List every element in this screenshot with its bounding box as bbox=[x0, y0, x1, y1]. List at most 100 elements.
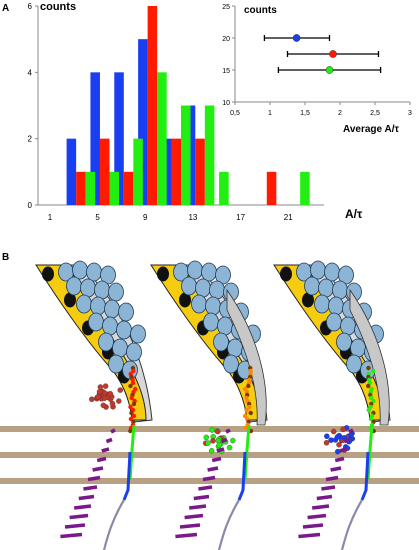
histogram-bar-green bbox=[157, 72, 167, 205]
inset-y-title: counts bbox=[244, 5, 277, 16]
histogram-bar-red bbox=[99, 138, 110, 205]
striped-wedge-band bbox=[325, 475, 339, 482]
synaptic-vesicle bbox=[98, 332, 114, 352]
cell-schematic-2 bbox=[150, 260, 268, 550]
release-site-dot bbox=[128, 383, 133, 389]
released-vesicle-dot bbox=[226, 444, 233, 451]
striped-wedge-band bbox=[73, 504, 92, 510]
release-site-dot bbox=[368, 416, 374, 422]
released-vesicle-dot bbox=[107, 391, 114, 397]
striped-wedge-band bbox=[69, 513, 89, 520]
synaptic-vesicle bbox=[346, 354, 362, 374]
release-site-dot bbox=[128, 428, 133, 434]
striped-wedge-band bbox=[225, 428, 231, 434]
released-vesicle-dot bbox=[215, 428, 221, 435]
release-site-dot bbox=[244, 407, 249, 413]
cell-schematic-1 bbox=[35, 260, 153, 550]
released-vesicle-dot bbox=[102, 390, 108, 396]
synaptic-vesicle bbox=[227, 338, 243, 358]
released-vesicle-dot bbox=[101, 395, 108, 401]
synaptic-vesicle bbox=[328, 296, 344, 316]
terminal-segment-blue bbox=[360, 451, 370, 501]
inset-point-green bbox=[325, 66, 334, 74]
release-site-dot bbox=[371, 398, 376, 404]
sheath-bulge bbox=[349, 288, 390, 426]
cell-schematic-3 bbox=[273, 260, 391, 550]
synaptic-vesicle bbox=[314, 294, 330, 314]
histogram-bar-red bbox=[76, 171, 86, 205]
synaptic-vesicle bbox=[209, 280, 225, 300]
inset-y-tick-label: 15 bbox=[222, 68, 230, 75]
histogram-y-tick-label: 2 bbox=[28, 135, 33, 144]
membrane-band bbox=[0, 478, 419, 484]
released-vesicle-dot bbox=[102, 383, 109, 389]
striped-wedge-band bbox=[87, 475, 101, 482]
striped-wedge-band bbox=[220, 437, 228, 444]
histogram-y-title: counts bbox=[40, 1, 76, 13]
membrane-bands bbox=[0, 426, 419, 484]
histogram-x-title: A/τ bbox=[345, 207, 363, 221]
release-site-dot bbox=[128, 404, 133, 410]
synaptic-vesicle bbox=[66, 276, 82, 296]
striped-wedge-band bbox=[339, 447, 348, 453]
synaptic-vesicle bbox=[126, 342, 142, 362]
histogram-bars bbox=[66, 6, 310, 205]
release-site-dot bbox=[366, 365, 371, 371]
nucleus bbox=[179, 292, 191, 308]
released-vesicle-dot bbox=[205, 440, 211, 446]
synaptic-vesicle bbox=[80, 278, 96, 298]
release-site-dot bbox=[246, 383, 251, 389]
terminal-segment-green bbox=[128, 424, 136, 481]
released-vesicle-dot bbox=[209, 427, 215, 433]
release-site-dot bbox=[248, 410, 253, 416]
histogram-bar-blue bbox=[90, 72, 100, 205]
released-vesicle-dot bbox=[230, 437, 236, 444]
released-vesicle-dot bbox=[334, 434, 341, 440]
terminal-segment-blue bbox=[237, 451, 247, 501]
released-vesicle-dot bbox=[340, 426, 346, 433]
synaptic-vesicle bbox=[340, 316, 356, 336]
released-vesicle-dot bbox=[109, 400, 116, 407]
synaptic-vesicle bbox=[205, 296, 221, 316]
release-site-dot bbox=[371, 368, 376, 374]
striped-wedge-band bbox=[311, 504, 330, 510]
panel-a-label: A bbox=[2, 3, 9, 14]
axon-fibre bbox=[217, 499, 240, 550]
synaptic-vesicle bbox=[72, 260, 88, 280]
histogram-bar-blue bbox=[138, 39, 148, 205]
histogram-bar-green bbox=[300, 171, 310, 205]
synaptic-vesicle bbox=[181, 276, 197, 296]
histogram-bar-red bbox=[171, 138, 181, 205]
released-vesicle-dot bbox=[324, 433, 330, 439]
nucleus bbox=[157, 266, 169, 282]
striped-wedge-band bbox=[110, 428, 116, 434]
histogram-bar-green bbox=[181, 105, 191, 205]
striped-wedge-band bbox=[188, 504, 207, 510]
terminal-segment-green bbox=[366, 424, 374, 481]
synaptic-vesicle bbox=[130, 324, 146, 344]
synaptic-vesicle bbox=[108, 354, 124, 374]
histogram-bar-red bbox=[147, 6, 158, 205]
histogram-x-tick-label: 1 bbox=[48, 213, 53, 222]
inset-points bbox=[263, 34, 382, 74]
histogram-bar-green bbox=[219, 171, 229, 205]
synaptic-vesicle bbox=[112, 338, 128, 358]
striped-wedge-band bbox=[302, 523, 324, 529]
synaptic-vesicle bbox=[324, 262, 340, 282]
inset-x-tick-label: 1 bbox=[268, 110, 272, 117]
inset-x-tick-label: 2,5 bbox=[370, 110, 380, 117]
synaptic-vesicle bbox=[332, 280, 348, 300]
released-vesicle-dot bbox=[347, 432, 354, 438]
nucleus bbox=[64, 292, 76, 308]
histogram-y-tick-label: 6 bbox=[28, 2, 33, 11]
synaptic-vesicle bbox=[350, 338, 366, 358]
histogram-bar-blue bbox=[66, 138, 77, 205]
inset-chart: counts Average A/τ 10 15 20 25 0,5 1 1,5 2 2,5 3 bbox=[222, 4, 412, 135]
released-vesicle-dot bbox=[208, 448, 215, 454]
release-site-dot bbox=[129, 395, 134, 401]
release-site-dot bbox=[366, 407, 371, 413]
striped-wedge-band bbox=[64, 523, 86, 529]
histogram-bar-red bbox=[195, 138, 205, 205]
synaptic-vesicle bbox=[108, 282, 124, 302]
